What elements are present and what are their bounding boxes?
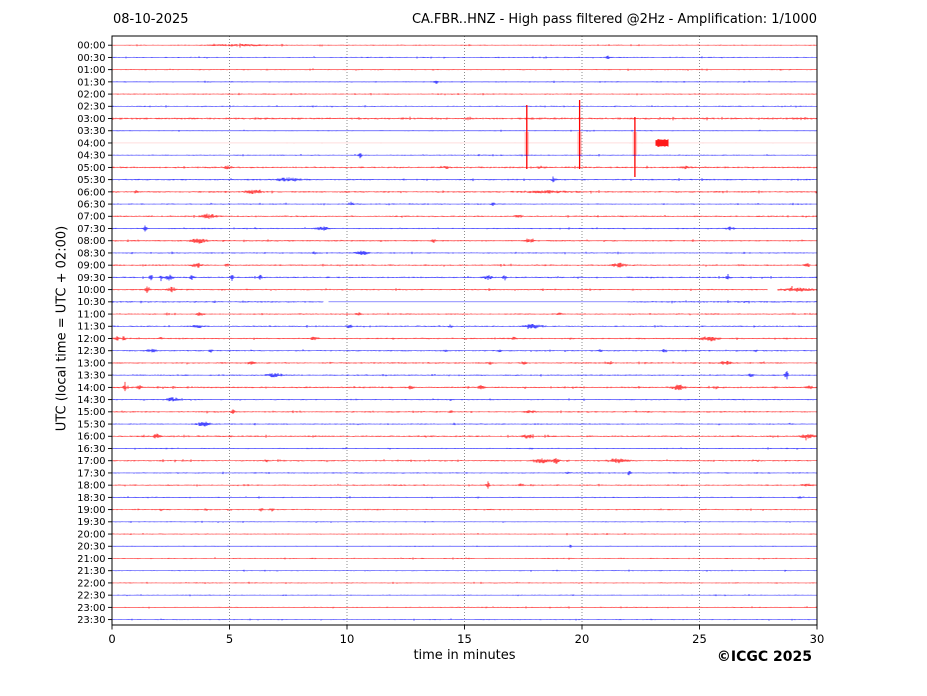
y-tick-label: 10:30: [77, 297, 105, 308]
y-tick-label: 07:00: [77, 212, 105, 223]
y-tick-label: 06:00: [77, 187, 105, 198]
plot-date: 08-10-2025: [113, 12, 189, 27]
trace-row-09:30: [111, 273, 818, 282]
y-tick-label: 12:30: [77, 346, 105, 357]
event-burst: [655, 139, 669, 147]
y-tick-label: 14:30: [77, 395, 105, 406]
y-tick-label: 16:30: [77, 444, 105, 455]
y-tick-label: 13:00: [77, 358, 105, 369]
y-tick-label: 22:30: [77, 591, 105, 602]
y-tick-label: 18:00: [77, 481, 105, 492]
y-tick-label: 10:00: [77, 285, 105, 296]
y-tick-label: 11:00: [77, 309, 105, 320]
y-tick-label: 08:30: [77, 248, 105, 259]
trace-row-16:00: [111, 433, 818, 441]
copyright-text: ©ICGC 2025: [716, 649, 812, 665]
y-tick-label: 07:30: [77, 224, 105, 235]
y-tick-label: 16:00: [77, 432, 105, 443]
y-tick-label: 13:30: [77, 371, 105, 382]
y-tick-label: 12:00: [77, 334, 105, 345]
y-tick-label: 05:00: [77, 163, 105, 174]
y-tick-label: 09:30: [77, 273, 105, 284]
x-axis-label: time in minutes: [413, 648, 516, 663]
y-tick-label: 20:30: [77, 542, 105, 553]
y-tick-label: 19:30: [77, 517, 105, 528]
trace-row-09:00: [111, 262, 818, 268]
plot-title: CA.FBR..HNZ - High pass filtered @2Hz - …: [411, 12, 817, 27]
y-tick-label: 17:00: [77, 456, 105, 467]
y-tick-label: 14:00: [77, 383, 105, 394]
y-tick-label: 02:30: [77, 102, 105, 113]
y-tick-label: 17:30: [77, 468, 105, 479]
y-tick-label: 06:30: [77, 199, 105, 210]
y-tick-label: 01:00: [77, 65, 105, 76]
trace-row-14:00: [111, 381, 818, 392]
y-tick-label: 09:00: [77, 261, 105, 272]
trace-row-15:30: [111, 421, 818, 427]
y-tick-label: 15:30: [77, 419, 105, 430]
y-tick-label: 21:00: [77, 554, 105, 565]
x-tick-label: 25: [692, 632, 707, 646]
x-tick-label: 0: [108, 632, 115, 646]
x-tick-label: 15: [457, 632, 472, 646]
y-tick-label: 23:00: [77, 603, 105, 614]
trace-row-08:00: [111, 238, 818, 244]
y-tick-label: 01:30: [77, 77, 105, 88]
trace-row-04:00: [111, 142, 818, 144]
y-tick-label: 00:00: [77, 41, 105, 52]
y-tick-label: 18:30: [77, 493, 105, 504]
y-tick-label: 22:00: [77, 578, 105, 589]
y-tick-label: 21:30: [77, 566, 105, 577]
y-tick-label: 04:00: [77, 138, 105, 149]
trace-row-03:30: [111, 129, 818, 132]
y-tick-label: 23:30: [77, 615, 105, 626]
trace-row-06:30: [111, 201, 818, 206]
y-tick-label: 02:00: [77, 89, 105, 100]
y-tick-label: 03:00: [77, 114, 105, 125]
y-tick-label: 19:00: [77, 505, 105, 516]
x-tick-label: 30: [810, 632, 825, 646]
x-tick-label: 10: [340, 632, 355, 646]
y-tick-label: 04:30: [77, 151, 105, 162]
y-tick-label: 00:30: [77, 53, 105, 64]
y-tick-label: 20:00: [77, 529, 105, 540]
y-tick-label: 08:00: [77, 236, 105, 247]
trace-row-18:00: [111, 481, 818, 489]
y-tick-label: 15:00: [77, 407, 105, 418]
y-tick-label: 11:30: [77, 322, 105, 333]
x-tick-label: 20: [575, 632, 590, 646]
trace-row-13:00: [111, 360, 818, 365]
trace-row-12:30: [111, 348, 818, 353]
trace-row-06:00: [111, 189, 818, 194]
y-tick-label: 05:30: [77, 175, 105, 186]
y-tick-label: 03:30: [77, 126, 105, 137]
x-tick-label: 5: [226, 632, 233, 646]
